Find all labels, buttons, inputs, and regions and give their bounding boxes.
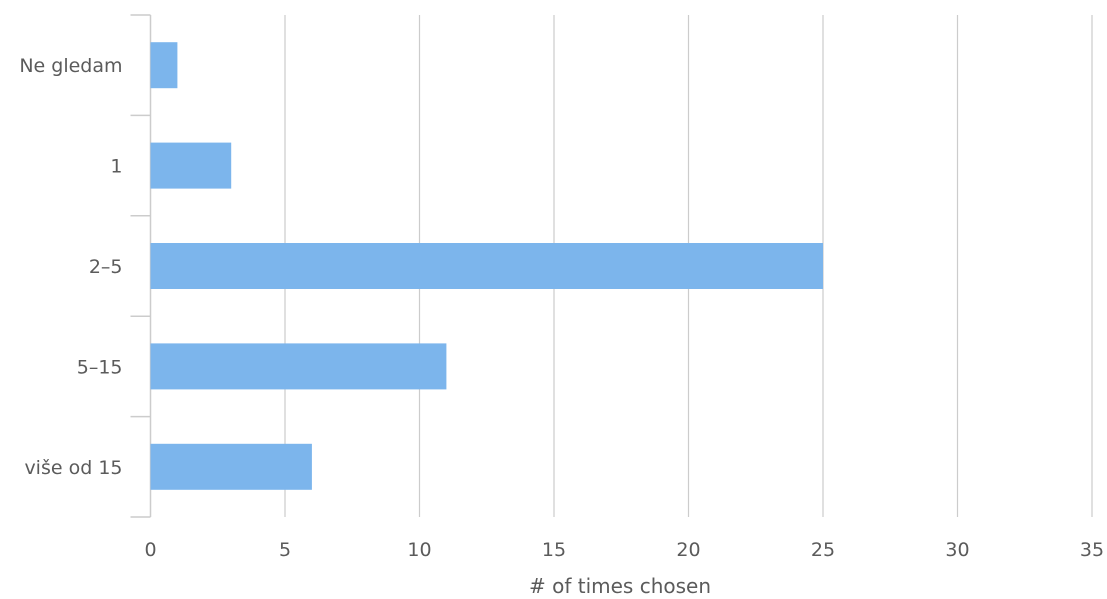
x-tick-label: 20	[676, 539, 700, 561]
bar[interactable]	[150, 142, 232, 189]
value-tick-labels: 0 5 10 15 20 25 30 35	[144, 539, 1104, 561]
bar[interactable]	[150, 243, 824, 289]
bars	[150, 42, 824, 490]
bar[interactable]	[150, 42, 178, 89]
bar[interactable]	[150, 343, 447, 390]
x-tick-label: 0	[144, 539, 156, 561]
x-axis-title: # of times chosen	[529, 574, 711, 598]
x-tick-label: 15	[542, 539, 566, 561]
y-tick-label: Ne gledam	[19, 55, 122, 77]
category-axis	[130, 14, 152, 518]
x-tick-label: 30	[945, 539, 969, 561]
y-tick-label: više od 15	[24, 457, 122, 479]
y-tick-label: 2–5	[89, 256, 123, 278]
y-tick-label: 1	[110, 156, 122, 178]
y-tick-label: 5–15	[77, 356, 123, 378]
x-tick-label: 5	[279, 539, 291, 561]
bar[interactable]	[150, 443, 312, 490]
x-tick-label: 10	[407, 539, 431, 561]
x-tick-label: 35	[1080, 539, 1104, 561]
category-labels: Ne gledam 1 2–5 5–15 više od 15	[19, 55, 122, 479]
x-tick-label: 25	[811, 539, 835, 561]
